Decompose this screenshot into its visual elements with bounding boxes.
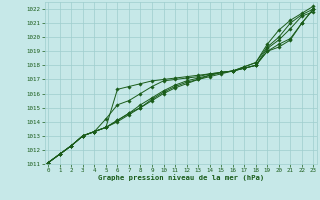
X-axis label: Graphe pression niveau de la mer (hPa): Graphe pression niveau de la mer (hPa): [98, 175, 264, 181]
